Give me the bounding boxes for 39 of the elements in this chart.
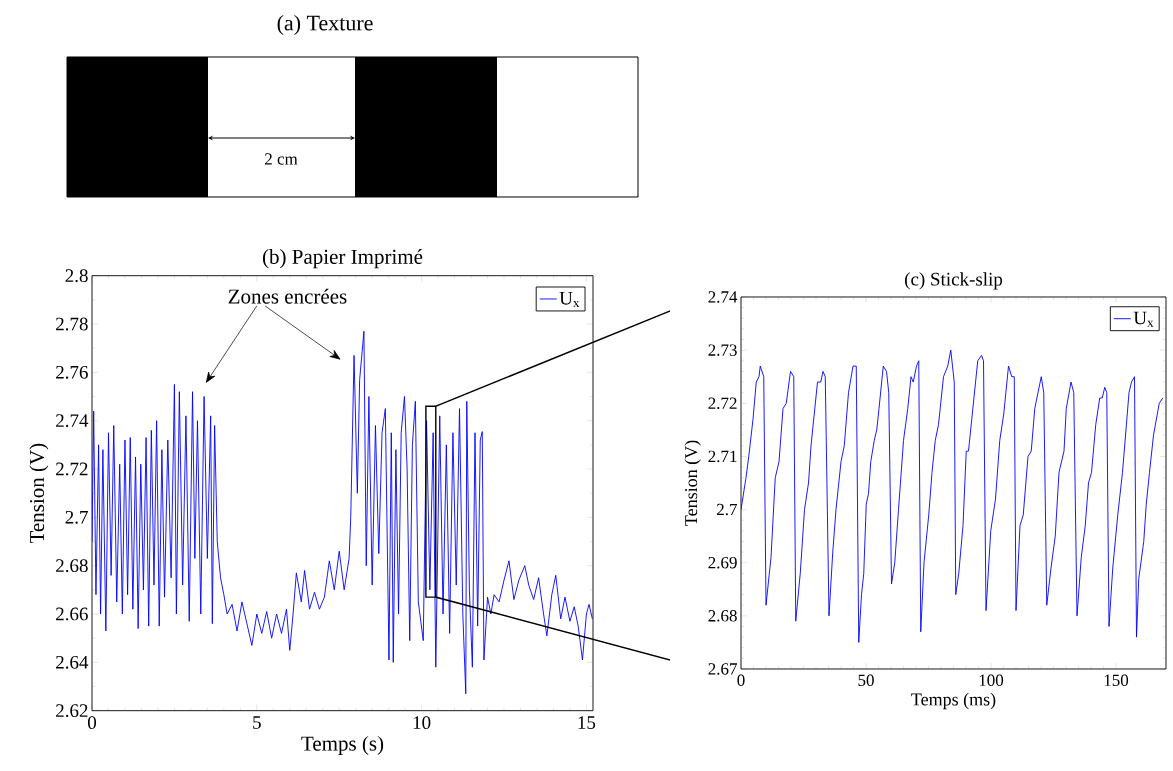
y-tick-label: 2.76	[56, 365, 88, 379]
x-axis-title: Temps (s)	[301, 735, 384, 755]
line-series	[741, 349, 1164, 643]
y-tick-label: 2.62	[56, 704, 88, 718]
y-tick-label: 2.73	[708, 344, 737, 356]
x-tick-label: 0	[87, 716, 97, 730]
y-tick-label: 2.68	[708, 610, 737, 622]
y-tick-label: 2.71	[708, 450, 737, 463]
chart-title: (b) Papier Imprimé	[262, 249, 423, 269]
text: 2 cm	[265, 153, 298, 165]
y-tick-label: 2.66	[56, 607, 88, 621]
y-tick-label: 2.7	[716, 503, 737, 516]
x-axis-title: Temps (ms)	[911, 692, 996, 710]
text: (a) Texture	[277, 15, 373, 35]
legend-label: U$_{x}$	[559, 292, 580, 308]
line-series	[92, 330, 593, 695]
y-tick-label: 2.64	[56, 655, 89, 669]
y-tick-label: 2.69	[708, 556, 737, 569]
x-tick-label: 150	[1104, 674, 1129, 686]
y-tick-label: 2.8	[65, 269, 88, 283]
y-tick-label: 2.68	[56, 559, 88, 573]
y-tick-label: 2.7	[65, 510, 88, 524]
chart-title: (c) Stick-slip	[905, 272, 1003, 290]
y-tick-label: 2.74	[56, 414, 89, 428]
y-tick-label: 2.78	[56, 317, 88, 331]
y-tick-label: 2.72	[708, 397, 737, 410]
legend-label: U$_{x}$	[1133, 311, 1154, 327]
x-tick-label: 100	[979, 674, 1004, 686]
y-tick-label: 2.74	[708, 291, 738, 303]
x-tick-label: 50	[858, 674, 874, 686]
x-tick-label: 15	[578, 716, 596, 729]
y-axis-title: Tension (V)	[29, 443, 49, 544]
y-tick-label: 2.72	[56, 462, 88, 476]
x-tick-label: 10	[413, 716, 431, 730]
y-axis-title: Tension (V)	[684, 440, 701, 526]
x-tick-label: 0	[737, 674, 745, 686]
annotation: Zones encrées	[228, 288, 347, 304]
x-tick-label: 5	[253, 716, 261, 729]
y-tick-label: 2.67	[708, 663, 737, 675]
